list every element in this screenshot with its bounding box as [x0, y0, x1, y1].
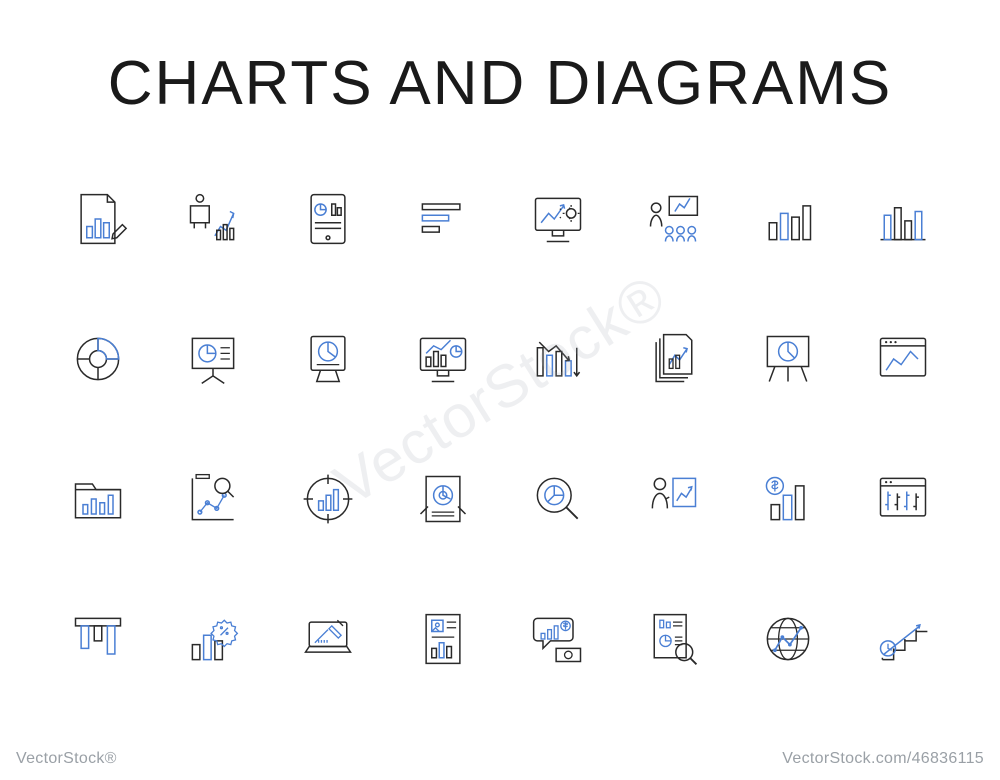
icon-easel-pie-alt [730, 289, 845, 429]
icon-person-growth-doc [615, 429, 730, 569]
icon-monitor-trend-gear [500, 149, 615, 289]
icon-lecture-chart [615, 149, 730, 289]
icon-steps-clock [845, 569, 960, 709]
icon-monitor-combo [385, 289, 500, 429]
icon-scatter-magnify [155, 429, 270, 569]
icon-speech-dollar-cash [500, 569, 615, 709]
icon-grid [0, 149, 1000, 709]
icon-kiosk-pie [270, 289, 385, 429]
icon-folder-bars [40, 429, 155, 569]
icon-column-chart-up [730, 149, 845, 289]
icon-stacked-docs-chart [615, 289, 730, 429]
icon-doc-photo-bars [385, 569, 500, 709]
icon-presenter-growth [155, 149, 270, 289]
icon-dollar-bars [730, 429, 845, 569]
icon-doc-donut-pencils [385, 429, 500, 569]
page-title: CHARTS AND DIAGRAMS [0, 0, 1000, 149]
icon-magnify-pie [500, 429, 615, 569]
watermark-id: VectorStock.com/46836115 [782, 750, 984, 768]
icon-browser-line-chart [845, 289, 960, 429]
icon-laptop-ruler-pencil [270, 569, 385, 709]
icon-tablet-dashboard [270, 149, 385, 289]
icon-bars-percent-badge [155, 569, 270, 709]
icon-globe-line [730, 569, 845, 709]
icon-easel-pie [155, 289, 270, 429]
icon-donut-segmented [40, 289, 155, 429]
icon-column-axis [845, 149, 960, 289]
icon-horizontal-bars [385, 149, 500, 289]
icon-hanging-bars [40, 569, 155, 709]
icon-browser-candlestick [845, 429, 960, 569]
icon-bars-down-arrow [500, 289, 615, 429]
icon-doc-magnify-mixed [615, 569, 730, 709]
icon-target-bars [270, 429, 385, 569]
watermark-brand: VectorStock® [16, 750, 117, 768]
icon-document-bar-pencil [40, 149, 155, 289]
